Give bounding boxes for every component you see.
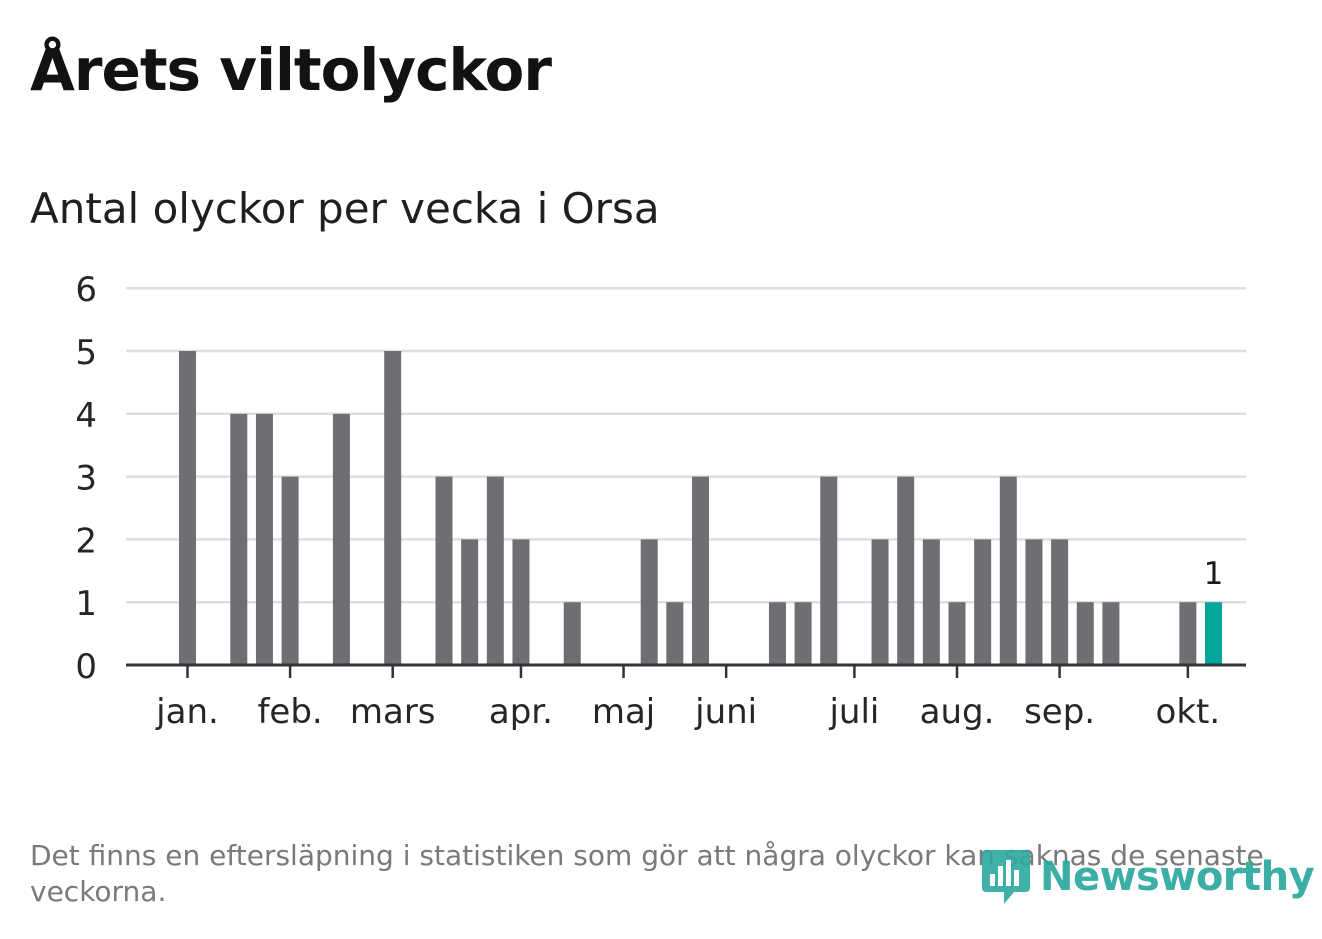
bar [692,476,709,665]
bar [486,476,504,665]
x-tick-label: juni [694,692,757,732]
x-tick-label: apr. [489,692,553,732]
bar [461,539,479,665]
x-tick-label: maj [592,692,655,732]
x-tick-label: juli [828,692,879,732]
x-tick-label: jan. [155,692,219,732]
newsworthy-logo-text: Newsworthy [1040,854,1315,900]
bar [948,602,966,665]
newsworthy-logo: Newsworthy [980,846,1315,908]
newsworthy-logo-icon [982,850,1030,904]
y-tick-label: 0 [75,647,97,687]
y-tick-label: 2 [75,521,97,561]
x-tick-label: aug. [920,692,995,732]
bar [435,476,453,665]
bar [794,602,812,665]
bar [871,539,889,665]
bar [1051,539,1069,665]
y-tick-label: 5 [75,333,97,373]
bar [999,476,1017,665]
bar [922,539,940,665]
footnote: Det finns en eftersläpning i statistiken… [30,839,1264,908]
bar [512,539,530,665]
bar-highlight [1205,602,1222,665]
highlight-value-label: 1 [1204,556,1224,592]
bar [332,413,350,665]
y-tick-label: 4 [75,396,97,436]
bar [1179,602,1197,665]
bar [1076,602,1094,665]
annotations: 1 [1204,556,1224,592]
bars [179,351,1222,665]
x-tick-label: sep. [1024,692,1095,732]
x-tick-label: feb. [257,692,322,732]
y-axis-labels: 0 1 2 3 4 5 6 [75,270,97,687]
bar [897,476,915,665]
y-tick-label: 1 [75,584,97,624]
bar [1102,602,1120,665]
bar [640,539,658,665]
bar [974,539,992,665]
bar [281,476,299,665]
bar [820,476,838,665]
x-axis-labels: jan. feb. mars apr. maj juni juli aug. sep. okt. [155,665,1220,732]
bar [255,413,273,665]
y-tick-label: 3 [75,459,97,499]
y-tick-label: 6 [75,270,97,310]
chart-title: Årets viltolyckor [30,36,552,104]
bar [179,351,196,665]
bar [384,351,402,665]
bar [1025,539,1043,665]
chart-subtitle: Antal olyckor per vecka i Orsa [30,184,660,233]
x-tick-label: okt. [1156,692,1221,732]
bar [563,602,581,665]
gridlines [126,286,1246,604]
bar [768,602,786,665]
bar [230,413,248,665]
x-tick-label: mars [350,692,436,732]
bar-chart: 0 1 2 3 4 5 6 jan. feb. mars apr. maj juni juli aug. s… [75,270,1246,732]
bar [666,602,684,665]
